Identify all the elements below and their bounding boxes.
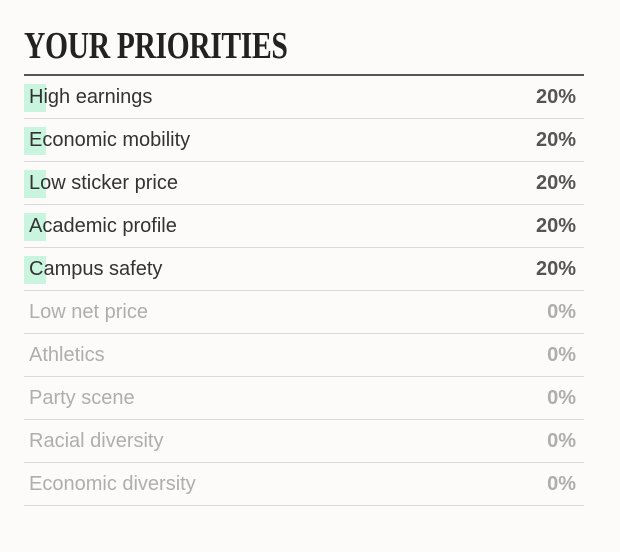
- priority-row[interactable]: Campus safety 20%: [24, 248, 584, 291]
- panel-title: YOUR PRIORITIES: [24, 25, 288, 67]
- priority-list: High earnings 20% Economic mobility 20% …: [24, 76, 584, 506]
- priority-row[interactable]: Party scene 0%: [24, 377, 584, 420]
- priority-value: 20%: [535, 257, 576, 280]
- priority-weight-bar: [24, 213, 46, 241]
- priority-row[interactable]: Low sticker price 20%: [24, 162, 584, 205]
- priority-label: Low sticker price: [29, 171, 178, 194]
- priority-row[interactable]: Low net price 0%: [24, 291, 584, 334]
- priority-row[interactable]: Athletics 0%: [24, 334, 584, 377]
- priority-row[interactable]: Economic mobility 20%: [24, 119, 584, 162]
- priority-row[interactable]: High earnings 20%: [24, 76, 584, 119]
- priority-row[interactable]: Racial diversity 0%: [24, 420, 584, 463]
- priority-value: 0%: [547, 343, 576, 366]
- priority-weight-bar: [24, 170, 46, 198]
- priority-label: Low net price: [29, 300, 148, 323]
- priority-value: 0%: [547, 386, 576, 409]
- priorities-panel: YOUR PRIORITIES High earnings 20% Econom…: [24, 26, 584, 506]
- priority-weight-bar: [24, 127, 46, 155]
- priority-value: 0%: [547, 472, 576, 495]
- priority-value: 20%: [535, 128, 576, 151]
- title-divider: [24, 74, 584, 76]
- priority-label: Economic mobility: [29, 128, 191, 151]
- priority-label: Academic profile: [29, 214, 177, 237]
- priority-value: 20%: [535, 171, 576, 194]
- priority-label: Athletics: [29, 343, 105, 366]
- priority-weight-bar: [24, 84, 46, 112]
- priority-label: High earnings: [29, 85, 153, 108]
- priority-value: 20%: [535, 214, 576, 237]
- priority-value: 20%: [535, 85, 576, 108]
- priority-weight-bar: [24, 256, 46, 284]
- priority-label: Party scene: [29, 386, 135, 409]
- priority-label: Economic diversity: [29, 472, 196, 495]
- priority-row[interactable]: Academic profile 20%: [24, 205, 584, 248]
- priority-value: 0%: [547, 300, 576, 323]
- priority-row[interactable]: Economic diversity 0%: [24, 463, 584, 506]
- priority-label: Racial diversity: [29, 429, 164, 452]
- priority-label: Campus safety: [29, 257, 163, 280]
- priority-value: 0%: [547, 429, 576, 452]
